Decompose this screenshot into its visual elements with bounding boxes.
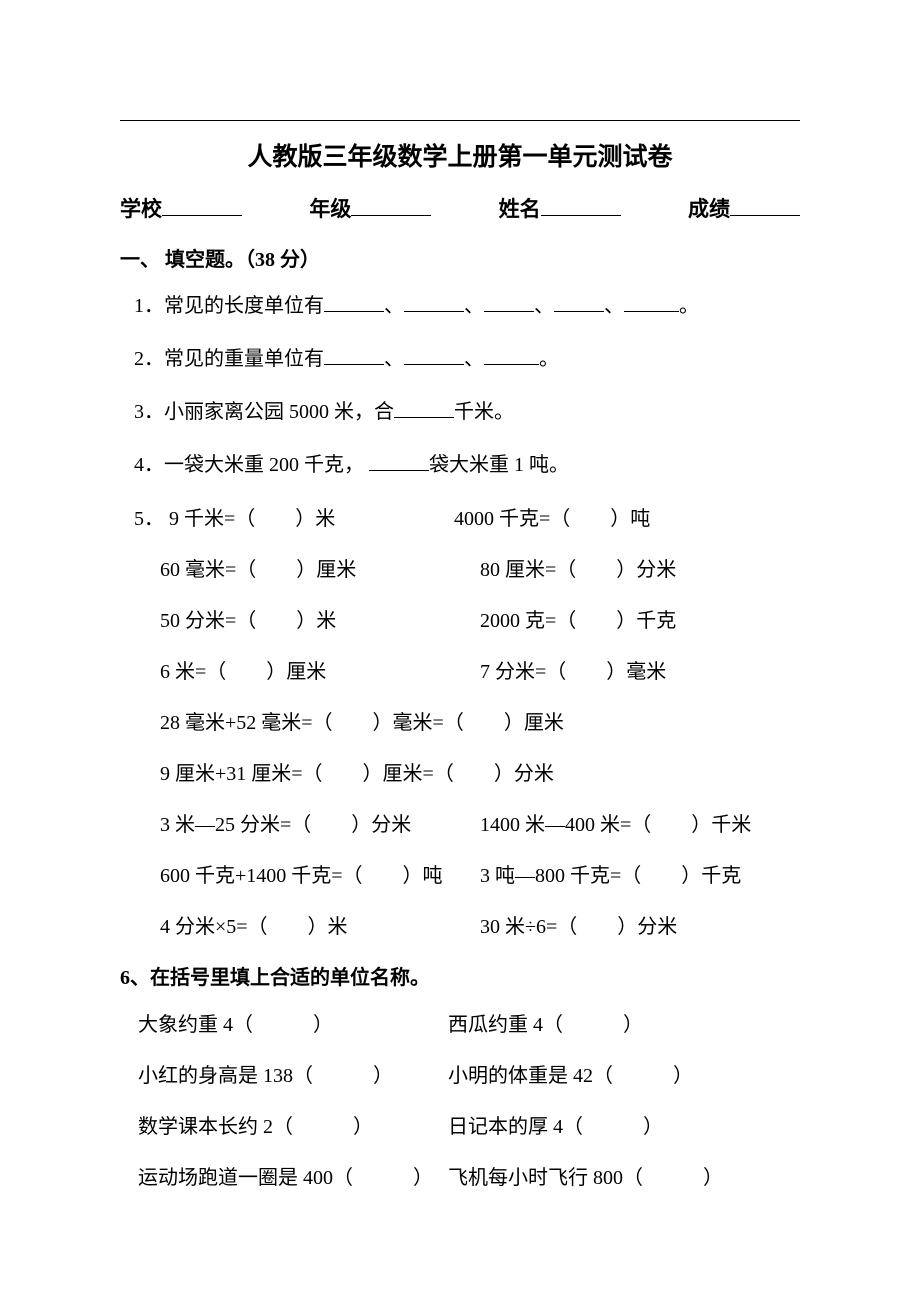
- q5-row: 60 毫米=（ ）厘米80 厘米=（ ）分米: [120, 553, 800, 582]
- q1-blank1[interactable]: [324, 290, 384, 312]
- q5-row: 6 米=（ ）厘米7 分米=（ ）毫米: [120, 655, 800, 684]
- question-5-part2: 3 米―25 分米=（ ）分米1400 米―400 米=（ ）千米600 千克+…: [120, 808, 800, 939]
- q4-pre: 4．一袋大米重 200 千克，: [134, 454, 364, 476]
- q6-row: 小红的身高是 138（ ）小明的体重是 42（ ）: [120, 1059, 800, 1088]
- question-5-full: 28 毫米+52 毫米=（ ）毫米=（ ）厘米 9 厘米+31 厘米=（ ）厘米=…: [120, 706, 800, 786]
- q5-full-row: 9 厘米+31 厘米=（ ）厘米=（ ）分米: [120, 757, 800, 786]
- q3-pre: 3．小丽家离公园 5000 米，合: [134, 401, 394, 423]
- q1-text: 1．常见的长度单位有: [134, 295, 324, 317]
- q6-left: 大象约重 4（ ）: [138, 1008, 448, 1037]
- name-field: 姓名: [499, 193, 621, 223]
- school-field: 学校: [120, 193, 242, 223]
- question-2: 2．常见的重量单位有、、。: [120, 343, 800, 374]
- q2-suffix: 。: [539, 348, 559, 370]
- q6-row: 大象约重 4（ ）西瓜约重 4（ ）: [120, 1008, 800, 1037]
- question-6: 大象约重 4（ ）西瓜约重 4（ ）小红的身高是 138（ ）小明的体重是 42…: [120, 1008, 800, 1190]
- q5-row: 600 千克+1400 千克=（ ）吨3 吨―800 千克=（ ）千克: [120, 859, 800, 888]
- q5-right: 2000 克=（ ）千克: [480, 604, 800, 633]
- q6-right: 飞机每小时飞行 800（ ）: [448, 1161, 800, 1190]
- name-label: 姓名: [499, 197, 541, 221]
- q5-left: 60 毫米=（ ）厘米: [160, 553, 480, 582]
- q5-row: 4 分米×5=（ ）米30 米÷6=（ ）分米: [120, 910, 800, 939]
- score-field: 成绩: [688, 193, 800, 223]
- exam-title: 人教版三年级数学上册第一单元测试卷: [120, 137, 800, 173]
- question-3: 3．小丽家离公园 5000 米，合 千米。: [120, 396, 800, 427]
- q4-blank[interactable]: [369, 449, 429, 471]
- q4-post: 袋大米重 1 吨。: [429, 454, 569, 476]
- q5-row: 50 分米=（ ）米2000 克=（ ）千克: [120, 604, 800, 633]
- q5-left: 3 米―25 分米=（ ）分米: [160, 808, 480, 837]
- q5-left: 50 分米=（ ）米: [160, 604, 480, 633]
- q1-blank3[interactable]: [484, 290, 534, 312]
- q2-text: 2．常见的重量单位有: [134, 348, 324, 370]
- q3-post: 千米。: [454, 401, 514, 423]
- q3-blank[interactable]: [394, 396, 454, 418]
- q2-blank2[interactable]: [404, 343, 464, 365]
- q5-right: 30 米÷6=（ ）分米: [480, 910, 800, 939]
- q5-left: 600 千克+1400 千克=（ ）吨: [160, 859, 480, 888]
- q1-suffix: 。: [679, 295, 699, 317]
- school-label: 学校: [120, 197, 162, 221]
- grade-label: 年级: [309, 197, 351, 221]
- q6-left: 运动场跑道一圈是 400（ ）: [138, 1161, 448, 1190]
- q5-row: 5． 9 千米=（ ）米4000 千克=（ ）吨: [120, 502, 800, 531]
- q6-left: 小红的身高是 138（ ）: [138, 1059, 448, 1088]
- q2-blank3[interactable]: [484, 343, 539, 365]
- q5-full-row: 28 毫米+52 毫米=（ ）毫米=（ ）厘米: [120, 706, 800, 735]
- q6-right: 西瓜约重 4（ ）: [448, 1008, 800, 1037]
- q1-blank4[interactable]: [554, 290, 604, 312]
- q6-row: 数学课本长约 2（ ）日记本的厚 4（ ）: [120, 1110, 800, 1139]
- question-1: 1．常见的长度单位有、、、、。: [120, 290, 800, 321]
- q5-right: 7 分米=（ ）毫米: [480, 655, 800, 684]
- q5-row: 3 米―25 分米=（ ）分米1400 米―400 米=（ ）千米: [120, 808, 800, 837]
- q5-left: 6 米=（ ）厘米: [160, 655, 480, 684]
- question-5: 5． 9 千米=（ ）米4000 千克=（ ）吨 60 毫米=（ ）厘米80 厘米…: [120, 502, 800, 684]
- q5-right: 80 厘米=（ ）分米: [480, 553, 800, 582]
- q6-row: 运动场跑道一圈是 400（ ）飞机每小时飞行 800（ ）: [120, 1161, 800, 1190]
- school-blank[interactable]: [162, 193, 242, 216]
- question-4: 4．一袋大米重 200 千克， 袋大米重 1 吨。: [120, 449, 800, 480]
- grade-field: 年级: [309, 193, 431, 223]
- question-6-header: 6、在括号里填上合适的单位名称。: [120, 961, 800, 990]
- q5-right: 3 吨―800 千克=（ ）千克: [480, 859, 800, 888]
- q5-right: 4000 千克=（ ）吨: [454, 502, 800, 531]
- score-blank[interactable]: [730, 193, 800, 216]
- q5-right: 1400 米―400 米=（ ）千米: [480, 808, 800, 837]
- q5-left: 5． 9 千米=（ ）米: [134, 502, 454, 531]
- score-label: 成绩: [688, 197, 730, 221]
- q6-right: 小明的体重是 42（ ）: [448, 1059, 800, 1088]
- q5-left: 4 分米×5=（ ）米: [160, 910, 480, 939]
- section1-header: 一、 填空题。（38 分）: [120, 243, 800, 272]
- student-info-line: 学校 年级 姓名 成绩: [120, 193, 800, 223]
- q1-blank5[interactable]: [624, 290, 679, 312]
- q2-blank1[interactable]: [324, 343, 384, 365]
- q6-left: 数学课本长约 2（ ）: [138, 1110, 448, 1139]
- q6-right: 日记本的厚 4（ ）: [448, 1110, 800, 1139]
- top-divider: [120, 120, 800, 121]
- q1-blank2[interactable]: [404, 290, 464, 312]
- name-blank[interactable]: [541, 193, 621, 216]
- grade-blank[interactable]: [351, 193, 431, 216]
